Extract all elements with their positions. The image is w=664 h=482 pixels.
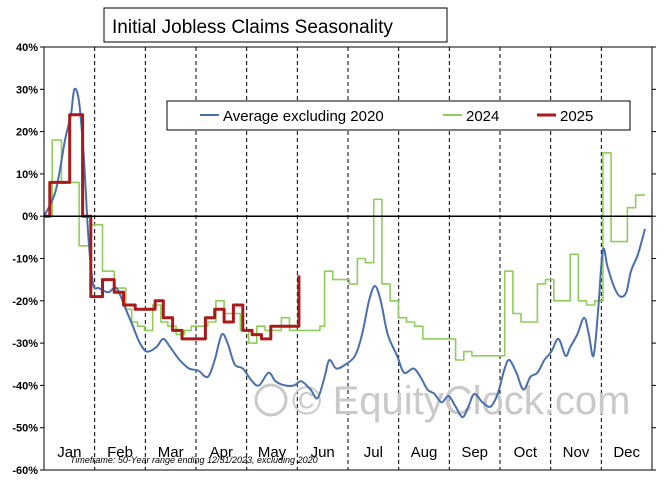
title-box <box>103 7 448 43</box>
x-tick-label: Feb <box>107 444 133 461</box>
x-tick-label: Apr <box>210 444 233 461</box>
x-tick-label: Jul <box>364 444 383 461</box>
x-tick-label: Jan <box>57 444 81 461</box>
y-tick-label: -60% <box>12 465 38 477</box>
series-average-line <box>43 87 646 419</box>
x-tick-label: Mar <box>158 444 184 461</box>
x-tick-label: Dec <box>613 444 640 461</box>
y-tick-label: -50% <box>12 423 38 435</box>
x-month-labels: Jan Feb Mar Apr May Jun Jul Aug Sep Oct Nov Dec <box>57 444 640 461</box>
legend-label-2024: 2024 <box>466 108 499 125</box>
y-tick-label: 20% <box>16 127 38 139</box>
plot-frame <box>43 46 653 471</box>
y-tick-label: -10% <box>12 254 38 266</box>
legend-label-average: Average excluding 2020 <box>223 108 384 125</box>
x-tick-label: Oct <box>514 444 538 461</box>
y-tick-label: 30% <box>16 84 38 96</box>
y-tick-label: -30% <box>12 338 38 350</box>
y-tick-labels: 40% 30% 20% 10% 0% -10% -20% -30% -40% -50% -60% <box>12 42 38 477</box>
legend-label-2025: 2025 <box>560 108 593 125</box>
series-2024-line <box>44 139 645 361</box>
x-tick-label: Sep <box>461 444 488 461</box>
x-tick-label: May <box>258 444 287 461</box>
x-tick-label: Jun <box>311 444 335 461</box>
copyright-icon <box>254 383 288 417</box>
legend: Average excluding 2020 2024 2025 <box>166 100 631 131</box>
y-tick-label: 40% <box>16 42 38 54</box>
footnote: Timeframe: 50-Year range ending 12/31/20… <box>70 455 318 465</box>
y-tick-label: 10% <box>16 169 38 181</box>
chart-title: Initial Jobless Claims Seasonality <box>112 17 393 38</box>
x-tick-label: Aug <box>411 444 438 461</box>
y-tick-label: -40% <box>12 380 38 392</box>
y-tick-label: 0% <box>22 211 38 223</box>
y-tick-label: -20% <box>12 296 38 308</box>
x-tick-label: Nov <box>563 444 590 461</box>
axes <box>40 46 656 471</box>
